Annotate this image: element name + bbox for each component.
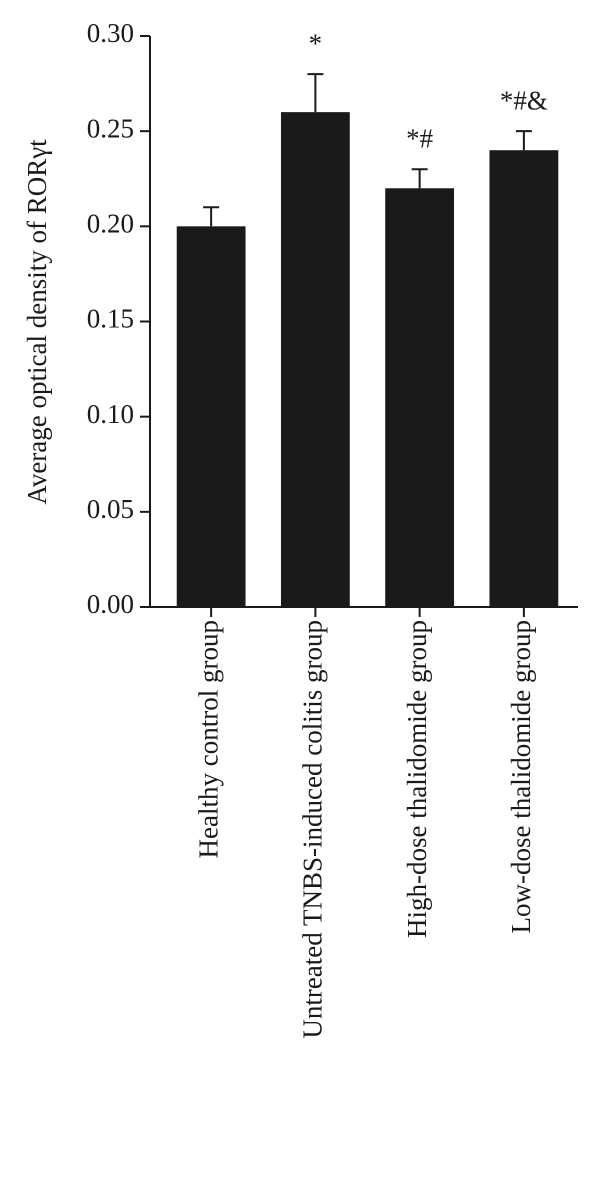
y-tick-label: 0.00 bbox=[87, 589, 134, 619]
y-tick-label: 0.10 bbox=[87, 399, 134, 429]
bar bbox=[176, 226, 246, 608]
error-bar bbox=[203, 206, 220, 227]
y-tick-label: 0.05 bbox=[87, 494, 134, 524]
annotation: *# bbox=[406, 123, 434, 153]
x-tick-label: Healthy control group bbox=[193, 620, 223, 858]
y-tick-label: 0.25 bbox=[87, 113, 134, 143]
error-bar bbox=[515, 130, 532, 151]
bar bbox=[385, 188, 455, 607]
error-bar bbox=[411, 168, 428, 189]
bar bbox=[280, 112, 350, 607]
x-tick-label: Low-dose thalidomide group bbox=[506, 620, 536, 933]
x-tick-label: Untreated TNBS-induced colitis group bbox=[298, 620, 328, 1039]
y-tick-label: 0.30 bbox=[87, 18, 134, 48]
annotation: * bbox=[309, 28, 323, 58]
y-tick-label: 0.15 bbox=[87, 304, 134, 334]
y-tick-label: 0.20 bbox=[87, 209, 134, 239]
bar bbox=[489, 150, 559, 607]
y-axis-label: Average optical density of RORγt bbox=[22, 139, 52, 505]
annotation: *#& bbox=[500, 85, 548, 115]
x-tick-label: High-dose thalidomide group bbox=[402, 620, 432, 938]
error-bar bbox=[307, 73, 324, 113]
